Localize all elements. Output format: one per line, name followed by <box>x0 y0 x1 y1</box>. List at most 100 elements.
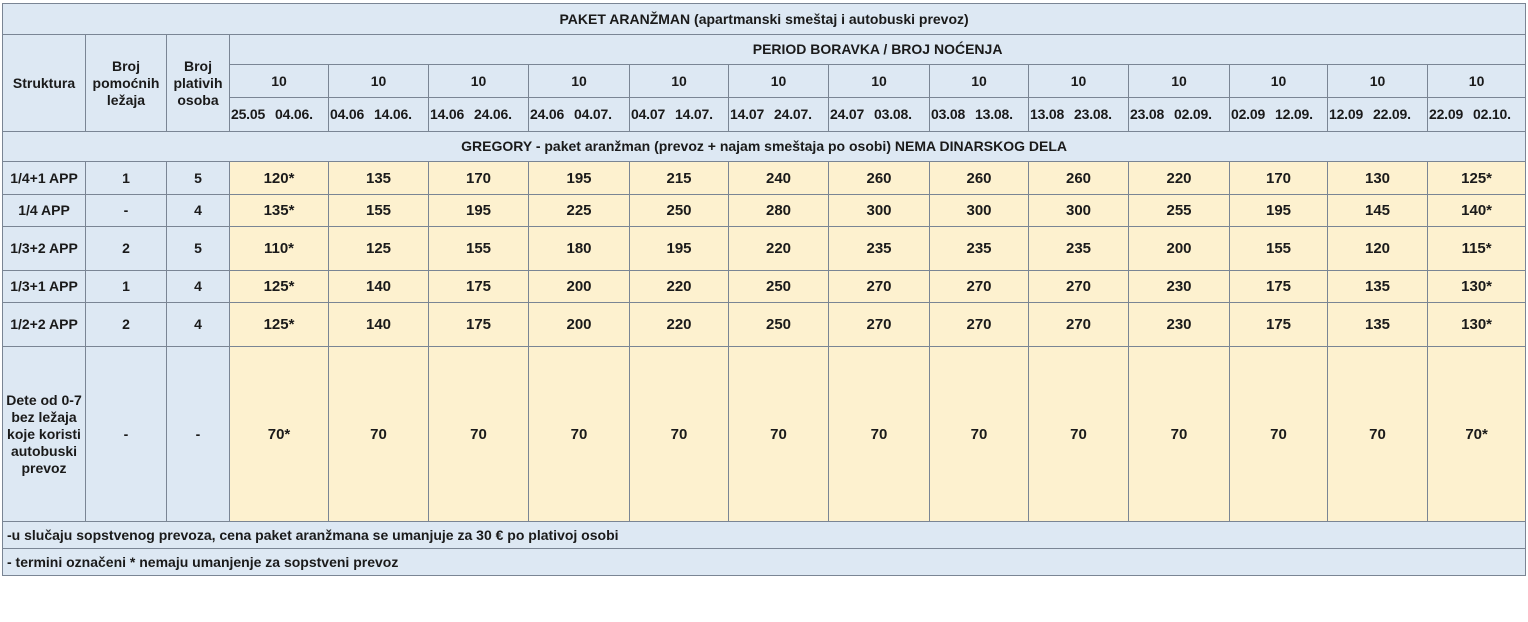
price-cell: 200 <box>528 302 630 347</box>
period-nights: 10 <box>428 64 529 98</box>
row-structure: 1/3+1 APP <box>2 270 86 303</box>
price-cell: 155 <box>328 194 429 227</box>
price-cell: 140 <box>328 270 429 303</box>
period-dates: 12.09 22.09. <box>1327 97 1428 132</box>
table-row: 1/3+2 APP 2 5 110* 125 155 180 195 220 235 235 235 2… <box>2 226 1527 271</box>
price-cell: 200 <box>528 270 630 303</box>
period-dates: 02.09 12.09. <box>1229 97 1328 132</box>
period-to: 04.06. <box>275 106 313 122</box>
row-paying-persons: 5 <box>166 226 230 271</box>
price-cell: 70* <box>229 346 329 522</box>
header-period: PERIOD BORAVKA / BROJ NOĆENJA <box>228 34 1527 65</box>
note-text: -u slučaju sopstvenog prevoza, cena pake… <box>1 521 1527 549</box>
price-cell: 110* <box>229 226 329 271</box>
price-cell: 270 <box>929 302 1029 347</box>
price-cell: 140* <box>1426 194 1527 227</box>
price-cell: 215 <box>629 161 729 195</box>
price-cell: 260 <box>929 161 1029 195</box>
period-to: 02.09. <box>1174 106 1212 122</box>
period-to: 12.09. <box>1275 106 1313 122</box>
period-dates: 24.07 03.08. <box>828 97 930 132</box>
price-cell: 230 <box>1128 302 1230 347</box>
price-cell: 270 <box>1028 270 1129 303</box>
period-to: 24.06. <box>474 106 512 122</box>
price-cell: 70 <box>629 346 729 522</box>
price-cell: 175 <box>428 302 529 347</box>
table-row: 1/2+2 APP 2 4 125* 140 175 200 220 250 270 270 270 2… <box>2 302 1527 347</box>
table-row: 1/3+1 APP 1 4 125* 140 175 200 220 250 270 270 270 2… <box>2 270 1527 303</box>
period-from: 02.09 <box>1231 106 1266 122</box>
price-cell: 300 <box>828 194 930 227</box>
price-table: PAKET ARANŽMAN (apartmanski smeštaj i au… <box>1 3 1527 576</box>
price-cell: 175 <box>1229 270 1328 303</box>
period-dates: 14.06 24.06. <box>428 97 529 132</box>
row-aux-beds: 2 <box>85 302 167 347</box>
period-dates: 13.08 23.08. <box>1028 97 1129 132</box>
price-cell: 235 <box>828 226 930 271</box>
row-paying-persons: - <box>166 346 230 522</box>
table-title: PAKET ARANŽMAN (apartmanski smeštaj i au… <box>1 3 1527 35</box>
row-structure: Dete od 0-7 bez ležaja koje koristi auto… <box>2 346 86 522</box>
price-cell: 250 <box>728 302 829 347</box>
period-to: 02.10. <box>1473 106 1511 122</box>
price-cell: 300 <box>1028 194 1129 227</box>
period-dates: 14.07 24.07. <box>728 97 829 132</box>
period-nights: 10 <box>1327 64 1428 98</box>
period-from: 23.08 <box>1130 106 1165 122</box>
price-cell: 225 <box>528 194 630 227</box>
period-to: 13.08. <box>975 106 1013 122</box>
row-aux-beds: 1 <box>85 161 167 195</box>
header-struktura: Struktura <box>2 34 86 132</box>
price-cell: 220 <box>1128 161 1230 195</box>
period-nights: 10 <box>728 64 829 98</box>
row-structure: 1/2+2 APP <box>2 302 86 347</box>
period-to: 24.07. <box>774 106 812 122</box>
price-cell: 200 <box>1128 226 1230 271</box>
table-row: 1/4+1 APP 1 5 120* 135 170 195 215 240 260 260 260 2… <box>2 161 1527 195</box>
price-cell: 135 <box>328 161 429 195</box>
price-cell: 70 <box>929 346 1029 522</box>
price-cell: 120 <box>1327 226 1428 271</box>
price-cell: 125* <box>1426 161 1527 195</box>
period-nights: 10 <box>1028 64 1129 98</box>
period-dates: 23.08 02.09. <box>1128 97 1230 132</box>
price-cell: 180 <box>528 226 630 271</box>
price-cell: 220 <box>629 270 729 303</box>
price-cell: 155 <box>428 226 529 271</box>
price-cell: 255 <box>1128 194 1230 227</box>
price-cell: 270 <box>1028 302 1129 347</box>
price-cell: 70 <box>328 346 429 522</box>
period-to: 04.07. <box>574 106 612 122</box>
price-cell: 70 <box>1128 346 1230 522</box>
price-cell: 195 <box>629 226 729 271</box>
price-cell: 235 <box>1028 226 1129 271</box>
period-to: 03.08. <box>874 106 912 122</box>
period-to: 23.08. <box>1074 106 1112 122</box>
period-nights: 10 <box>828 64 930 98</box>
header-broj-pomocnih: Broj pomoćnih ležaja <box>85 34 167 132</box>
period-nights: 10 <box>1229 64 1328 98</box>
section-title: GREGORY - paket aranžman (prevoz + najam… <box>1 131 1527 162</box>
period-nights: 10 <box>629 64 729 98</box>
period-nights: 10 <box>229 64 329 98</box>
price-cell: 130* <box>1426 302 1527 347</box>
table-row: Dete od 0-7 bez ležaja koje koristi auto… <box>2 346 1527 522</box>
price-cell: 70 <box>1229 346 1328 522</box>
price-cell: 130* <box>1426 270 1527 303</box>
price-cell: 250 <box>629 194 729 227</box>
period-nights: 10 <box>1128 64 1230 98</box>
price-cell: 170 <box>1229 161 1328 195</box>
period-from: 22.09 <box>1429 106 1464 122</box>
row-aux-beds: - <box>85 194 167 227</box>
price-cell: 240 <box>728 161 829 195</box>
price-cell: 260 <box>1028 161 1129 195</box>
price-cell: 270 <box>929 270 1029 303</box>
price-cell: 270 <box>828 270 930 303</box>
period-nights: 10 <box>929 64 1029 98</box>
price-cell: 230 <box>1128 270 1230 303</box>
price-cell: 115* <box>1426 226 1527 271</box>
price-cell: 130 <box>1327 161 1428 195</box>
period-from: 25.05 <box>231 106 266 122</box>
period-dates: 04.07 14.07. <box>629 97 729 132</box>
row-structure: 1/4 APP <box>2 194 86 227</box>
